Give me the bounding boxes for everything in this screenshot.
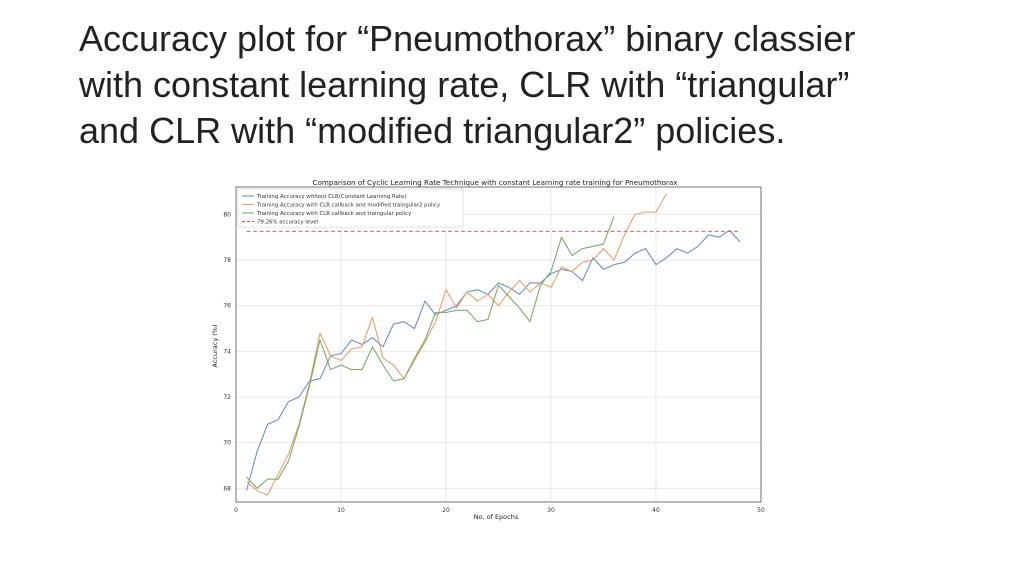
y-tick-label: 72 bbox=[223, 394, 231, 401]
y-tick-label: 76 bbox=[223, 303, 231, 310]
series-line-1 bbox=[245, 229, 741, 491]
legend-label: Training Accuracy without CLR(Constant L… bbox=[256, 194, 406, 200]
series-line-2 bbox=[246, 193, 667, 496]
legend-box bbox=[237, 188, 464, 228]
tick-labels: 0 10 20 30 40 50 68 70 72 74 76 78 80 bbox=[223, 211, 765, 514]
legend: Training Accuracy without CLR(Constant L… bbox=[237, 188, 464, 228]
x-tick-label: 20 bbox=[442, 507, 450, 514]
series-line-3 bbox=[246, 216, 615, 489]
series-layer bbox=[245, 193, 741, 496]
y-tick-label: 74 bbox=[223, 348, 231, 355]
y-axis-label: Accuracy (%) bbox=[211, 325, 219, 368]
y-tick-label: 80 bbox=[223, 211, 231, 218]
x-axis-label: No. of Epochs bbox=[474, 513, 519, 521]
y-tick-label: 70 bbox=[223, 440, 231, 447]
y-tick-label: 78 bbox=[223, 257, 231, 264]
chart-title: Comparison of Cyclic Learning Rate Techn… bbox=[313, 178, 679, 187]
plot-frame bbox=[235, 186, 762, 503]
x-tick-label: 30 bbox=[547, 507, 555, 514]
x-tick-label: 40 bbox=[652, 507, 660, 514]
y-tick-label: 68 bbox=[223, 485, 231, 492]
x-tick-label: 10 bbox=[337, 507, 345, 514]
x-tick-label: 50 bbox=[757, 507, 765, 514]
legend-label: Training Accuracy with CLR callback and … bbox=[256, 203, 441, 209]
legend-label: Training Accuracy with CLR callback and … bbox=[256, 211, 412, 217]
slide-title: Accuracy plot for “Pneumothorax” binary … bbox=[79, 18, 856, 151]
x-tick-label: 0 bbox=[234, 507, 238, 514]
accuracy-chart: Comparison of Cyclic Learning Rate Techn… bbox=[205, 174, 805, 524]
legend-label: 79.26% accuracy level bbox=[257, 220, 318, 226]
